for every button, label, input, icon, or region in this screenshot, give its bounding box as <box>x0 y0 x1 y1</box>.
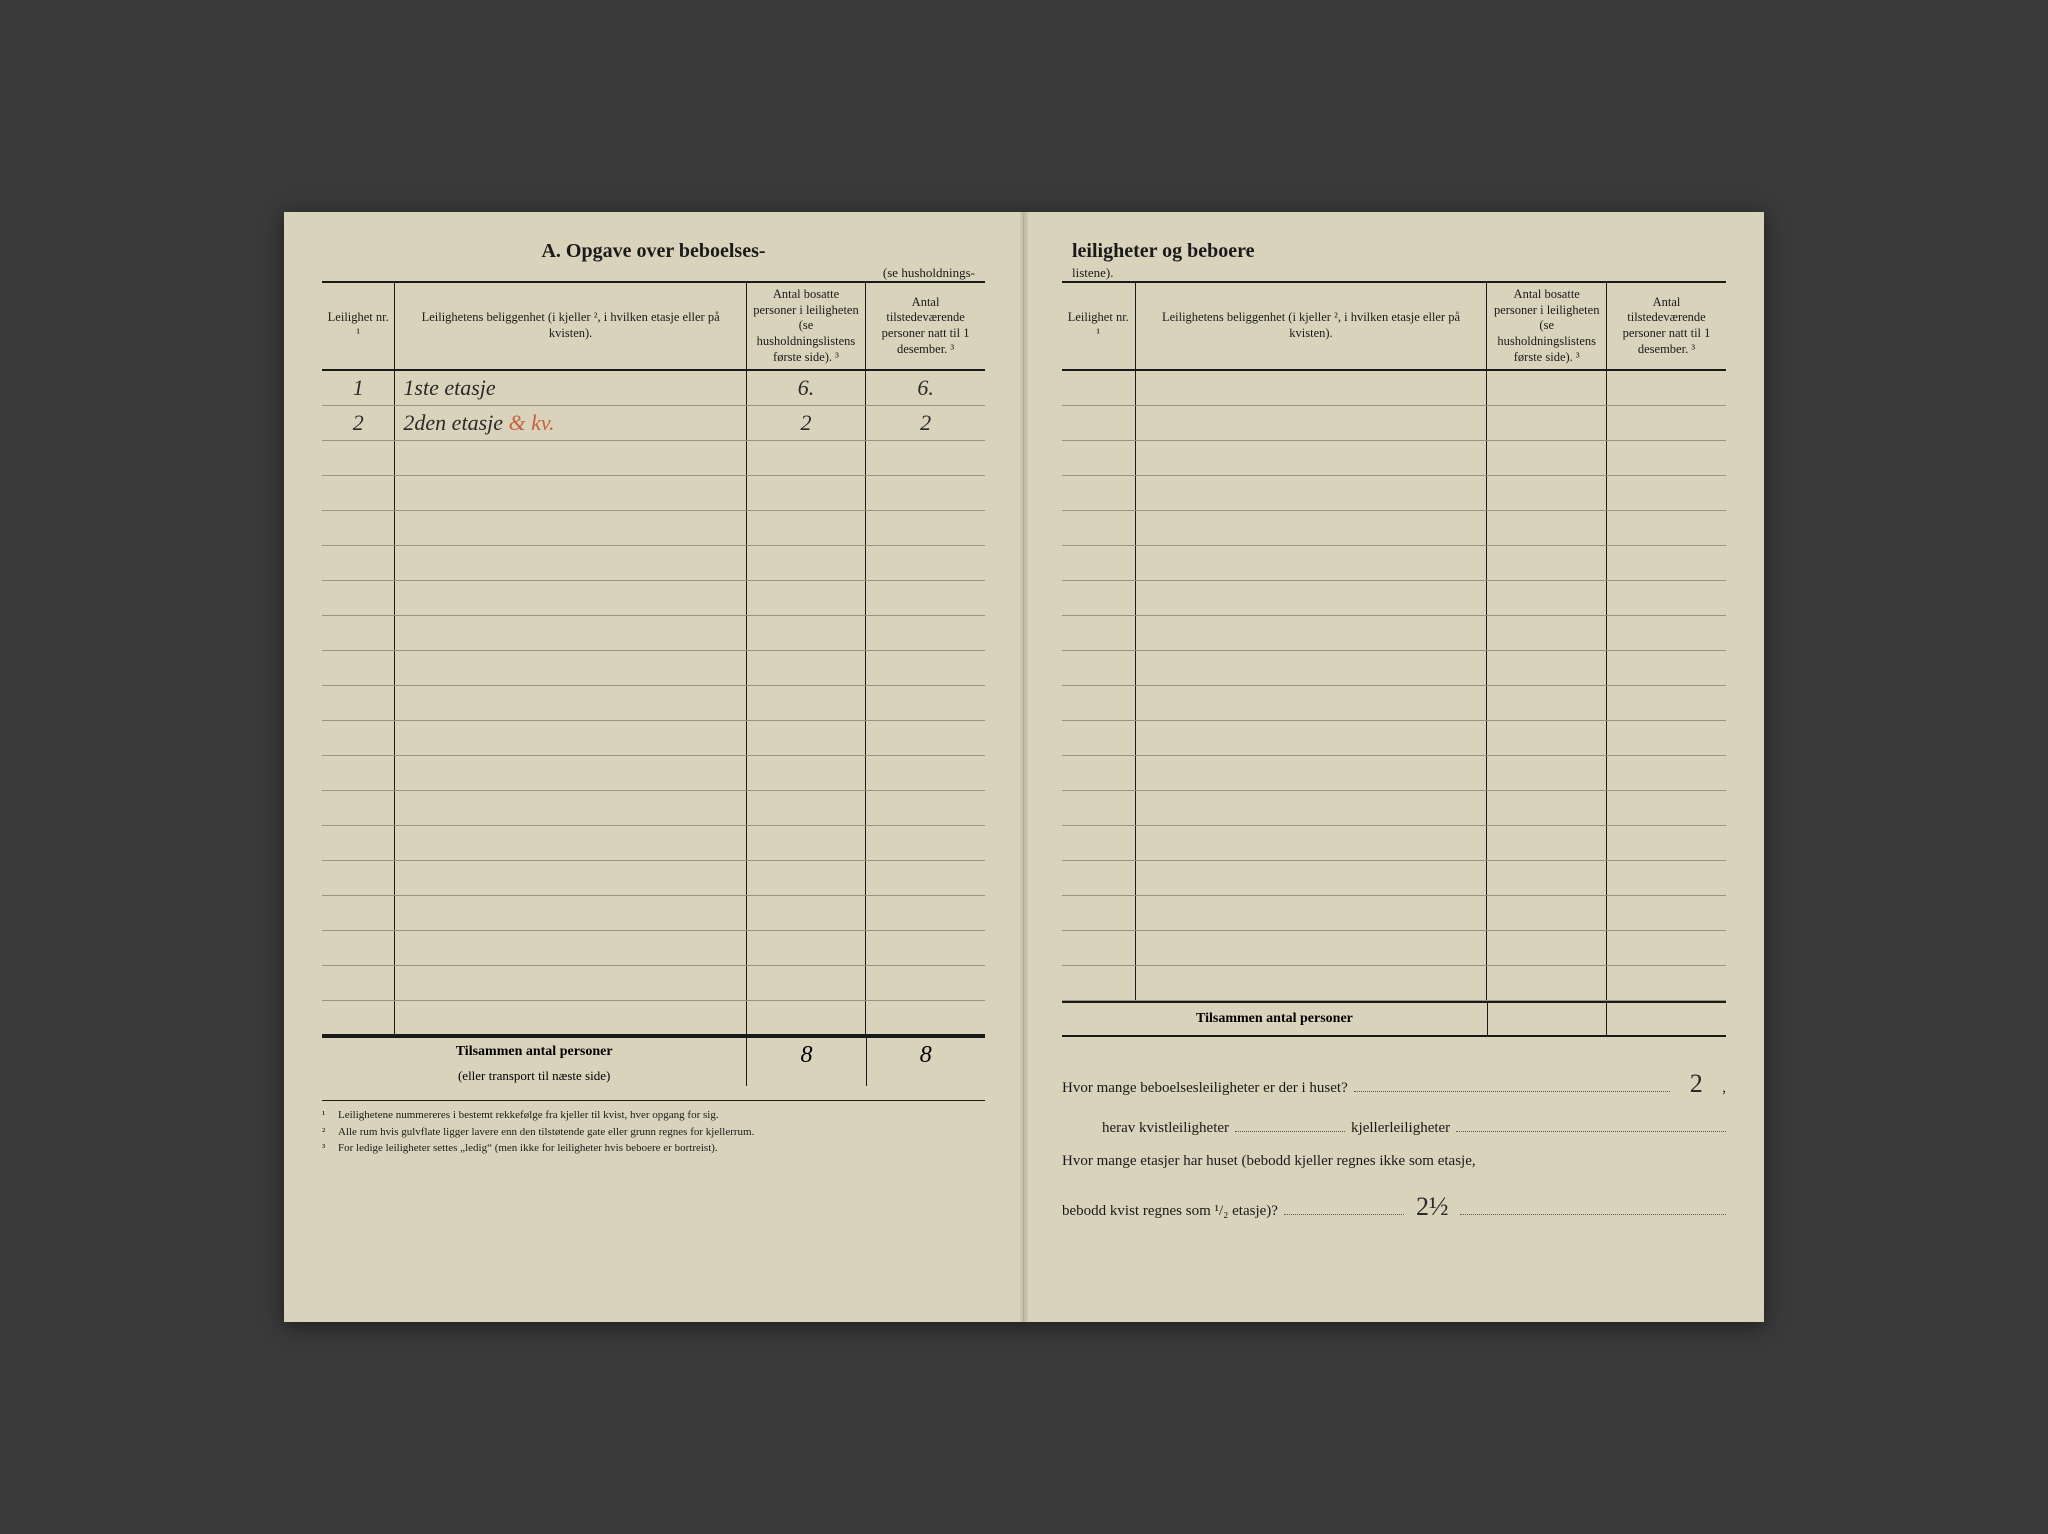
totals-label: Tilsammen antal personer <box>322 1038 746 1062</box>
footnote-2: Alle rum hvis gulvflate ligger lavere en… <box>338 1124 754 1141</box>
table-row <box>1062 825 1726 860</box>
table-row <box>1062 510 1726 545</box>
table-row <box>1062 545 1726 580</box>
question-block: Hvor mange beboelsesleiligheter er der i… <box>1062 1055 1726 1235</box>
table-row <box>322 545 985 580</box>
dotted-line <box>1460 1201 1726 1215</box>
page-left: A. Opgave over beboelses- (se husholdnin… <box>284 212 1024 1322</box>
table-row <box>1062 405 1726 440</box>
table-row <box>322 825 985 860</box>
table-row: 22den etasje & kv.22 <box>322 405 985 440</box>
table-row <box>322 685 985 720</box>
table-row <box>322 615 985 650</box>
title-right: leiligheter og beboere <box>1062 240 1726 263</box>
totals-row-left: Tilsammen antal personer (eller transpor… <box>322 1036 985 1086</box>
table-row <box>322 790 985 825</box>
table-row <box>1062 965 1726 1000</box>
col-header-nr-r: Leilighet nr. ¹ <box>1062 283 1135 370</box>
totals-sublabel: (eller transport til næste side) <box>322 1062 746 1086</box>
table-row <box>1062 370 1726 405</box>
table-row <box>1062 580 1726 615</box>
table-row <box>1062 895 1726 930</box>
dotted-line <box>1284 1201 1404 1215</box>
title-left: A. Opgave over beboelses- <box>322 240 985 263</box>
table-row <box>1062 930 1726 965</box>
table-row <box>322 510 985 545</box>
footnotes: ¹Leilighetene nummereres i bestemt rekke… <box>322 1100 985 1157</box>
footnote-3: For ledige leiligheter settes „ledig“ (m… <box>338 1140 718 1157</box>
dotted-line <box>1235 1118 1345 1132</box>
col-header-n1: Antal bosatte personer i leiligheten (se… <box>746 283 865 370</box>
table-row <box>1062 755 1726 790</box>
document-spread: A. Opgave over beboelses- (se husholdnin… <box>284 212 1764 1322</box>
table-row <box>322 965 985 1000</box>
table-row <box>1062 615 1726 650</box>
subtitle-right: listene). <box>1062 265 1726 283</box>
footnote-1: Leilighetene nummereres i bestemt rekkef… <box>338 1107 719 1124</box>
totals-n2: 8 <box>866 1038 985 1086</box>
q1-answer: 2 <box>1676 1055 1716 1112</box>
q2b-text: kjellerleiligheter <box>1351 1112 1450 1145</box>
table-row <box>322 720 985 755</box>
table-row <box>1062 860 1726 895</box>
q2a-text: herav kvistleiligheter <box>1102 1112 1229 1145</box>
col-header-n2-r: Antal tilstedeværende personer natt til … <box>1606 283 1726 370</box>
table-row <box>1062 440 1726 475</box>
totals-row-right: Tilsammen antal personer <box>1062 1001 1726 1037</box>
subtitle-left: (se husholdnings- <box>322 265 985 283</box>
col-header-loc: Leilighetens beliggenhet (i kjeller ², i… <box>395 283 746 370</box>
totals-n1-right <box>1487 1003 1607 1035</box>
table-row: 11ste etasje6.6. <box>322 370 985 405</box>
table-row <box>1062 720 1726 755</box>
totals-n2-right <box>1606 1003 1726 1035</box>
table-right: Leilighet nr. ¹ Leilighetens beliggenhet… <box>1062 283 1726 1001</box>
q3b-text: bebodd kvist regnes som ¹/₂ etasje)? <box>1062 1195 1278 1228</box>
table-row <box>322 650 985 685</box>
dotted-line <box>1354 1078 1671 1092</box>
table-row <box>322 895 985 930</box>
col-header-loc-r: Leilighetens beliggenhet (i kjeller ², i… <box>1135 283 1487 370</box>
totals-label-right: Tilsammen antal personer <box>1062 1003 1487 1035</box>
table-row <box>1062 650 1726 685</box>
dotted-line <box>1456 1118 1726 1132</box>
table-row <box>322 440 985 475</box>
table-row <box>322 580 985 615</box>
table-row <box>322 1000 985 1035</box>
table-row <box>1062 790 1726 825</box>
col-header-n1-r: Antal bosatte personer i leiligheten (se… <box>1487 283 1607 370</box>
table-row <box>322 755 985 790</box>
table-row <box>1062 475 1726 510</box>
table-row <box>322 860 985 895</box>
col-header-nr: Leilighet nr. ¹ <box>322 283 395 370</box>
q3-answer: 2½ <box>1410 1178 1455 1235</box>
totals-n1: 8 <box>746 1038 865 1086</box>
q1-text: Hvor mange beboelsesleiligheter er der i… <box>1062 1072 1348 1105</box>
table-row <box>322 930 985 965</box>
table-row <box>1062 685 1726 720</box>
col-header-n2: Antal tilstedeværende personer natt til … <box>866 283 985 370</box>
table-left: Leilighet nr. ¹ Leilighetens beliggenhet… <box>322 283 985 1036</box>
q3a-text: Hvor mange etasjer har huset (bebodd kje… <box>1062 1145 1476 1178</box>
page-right: leiligheter og beboere listene). Leiligh… <box>1024 212 1764 1322</box>
table-row <box>322 475 985 510</box>
